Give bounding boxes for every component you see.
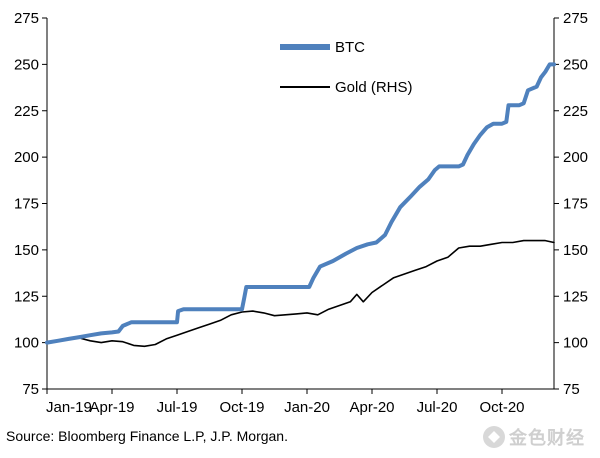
source-note: Source: Bloomberg Finance L.P, J.P. Morg… bbox=[6, 428, 288, 444]
y-left-tick-label: 225 bbox=[14, 103, 39, 120]
series-line-gold bbox=[46, 239, 555, 348]
watermark: 金色财经 bbox=[483, 423, 585, 451]
y-right-tick-label: 200 bbox=[563, 149, 588, 166]
series-lines bbox=[45, 62, 556, 348]
y-right-tick-label: 225 bbox=[563, 103, 588, 120]
legend: BTC Gold (RHS) bbox=[280, 39, 413, 96]
y-right-tick-label: 125 bbox=[563, 288, 588, 305]
y-left-tick-label: 175 bbox=[14, 196, 39, 213]
right-y-tick-labels: 275 250 225 200 175 150 125 100 75 bbox=[554, 10, 588, 398]
watermark-text: 金色财经 bbox=[509, 428, 585, 448]
left-y-tick-labels: 275 250 225 200 175 150 125 100 75 bbox=[14, 10, 47, 398]
y-left-tick-label: 100 bbox=[14, 335, 39, 352]
x-tick-label: Oct-19 bbox=[219, 399, 264, 416]
y-left-tick-label: 200 bbox=[14, 149, 39, 166]
y-right-tick-label: 250 bbox=[563, 56, 588, 73]
x-tick-label: Jan-20 bbox=[284, 399, 330, 416]
y-left-tick-label: 150 bbox=[14, 242, 39, 259]
y-right-tick-label: 75 bbox=[563, 381, 580, 398]
x-tick-label: Apr-20 bbox=[349, 399, 394, 416]
y-left-tick-label: 250 bbox=[14, 56, 39, 73]
x-tick-label: Jan-19 bbox=[46, 399, 92, 416]
y-left-tick-label: 125 bbox=[14, 288, 39, 305]
x-tick-label: Jul-20 bbox=[417, 399, 458, 416]
y-right-tick-label: 275 bbox=[563, 10, 588, 27]
legend-label-gold: Gold (RHS) bbox=[335, 79, 413, 96]
series-line-btc bbox=[45, 62, 556, 345]
x-tick-label: Apr-19 bbox=[89, 399, 134, 416]
x-tick-label: Oct-20 bbox=[479, 399, 524, 416]
watermark-logo-icon bbox=[483, 426, 505, 448]
x-tick-label: Jul-19 bbox=[157, 399, 198, 416]
y-right-tick-label: 100 bbox=[563, 335, 588, 352]
y-right-tick-label: 175 bbox=[563, 196, 588, 213]
y-left-tick-label: 275 bbox=[14, 10, 39, 27]
y-right-tick-label: 150 bbox=[563, 242, 588, 259]
y-left-tick-label: 75 bbox=[22, 381, 39, 398]
legend-label-btc: BTC bbox=[335, 39, 365, 56]
